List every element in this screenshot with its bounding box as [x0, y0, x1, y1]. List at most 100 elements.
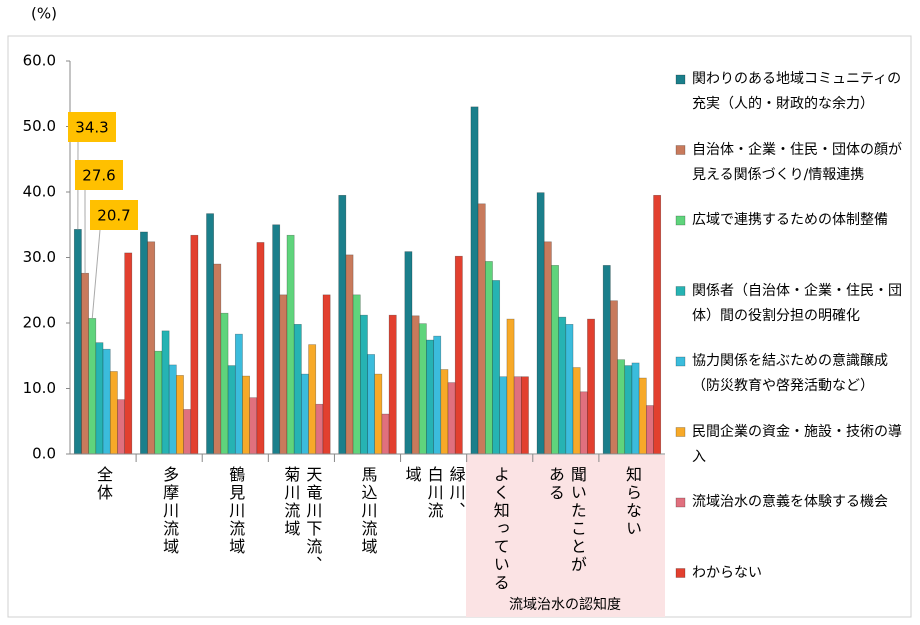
bar: [374, 373, 383, 455]
group-band: [466, 455, 665, 617]
y-tick-label: 40.0: [23, 183, 56, 201]
bar: [234, 333, 243, 455]
callout-box: [68, 112, 116, 142]
bar: [418, 323, 427, 455]
bar: [338, 194, 347, 455]
data-label: 27.6: [82, 167, 115, 185]
bar: [454, 255, 463, 455]
bar: [558, 316, 567, 455]
bar: [447, 382, 456, 455]
legend-label: わからない: [692, 564, 762, 581]
y-tick-label: 60.0: [23, 52, 56, 70]
data-label: 20.7: [97, 207, 130, 225]
bar: [381, 413, 390, 455]
bar: [168, 364, 177, 455]
bar: [388, 314, 397, 455]
bar: [492, 280, 501, 455]
bar: [521, 376, 529, 455]
legend-swatch: [675, 215, 686, 226]
bar: [308, 344, 317, 455]
legend-swatch: [675, 427, 686, 437]
bar: [176, 375, 184, 455]
y-tick-label: 0.0: [32, 445, 56, 463]
bar: [411, 315, 420, 455]
bar: [499, 376, 508, 455]
legend-swatch: [675, 568, 686, 578]
bar: [617, 359, 626, 455]
bar: [367, 354, 375, 455]
y-tick-label: 10.0: [23, 379, 56, 397]
bar: [124, 252, 133, 455]
x-tick-label: 馬込川流域: [358, 466, 378, 556]
legend-swatch: [675, 74, 686, 85]
bar: [88, 318, 97, 455]
legend-label: 協力関係を結ぶための意識醸成（防災教育や啓発活動など）: [692, 353, 888, 394]
bar: [565, 324, 574, 455]
x-tick-label: 天竜川下流、菊川流域: [281, 466, 323, 574]
bar: [117, 399, 125, 455]
bar: [404, 251, 413, 455]
bar: [631, 362, 640, 455]
x-tick-label: 全体: [94, 466, 114, 502]
legend-swatch: [675, 145, 686, 155]
bar: [551, 265, 559, 455]
legend-label: 流域治水の意義を体験する機会: [692, 494, 888, 510]
bar: [249, 397, 258, 455]
x-tick-label: 知らない: [622, 466, 642, 538]
x-tick-label: よく知っている: [490, 466, 510, 592]
y-axis-unit: (%): [31, 5, 57, 23]
bar: [345, 254, 354, 455]
bar: [147, 241, 156, 455]
bar: [190, 234, 199, 455]
bar: [653, 194, 662, 455]
bar: [301, 373, 309, 455]
bar: [279, 294, 288, 455]
bar: [315, 403, 324, 455]
y-tick-label: 50.0: [23, 117, 56, 135]
bar: [242, 375, 250, 455]
bar: [572, 367, 581, 455]
bar: [227, 365, 236, 455]
bar: [293, 324, 302, 455]
bar: [352, 294, 361, 455]
callout-leader: [91, 229, 101, 319]
data-label: 34.3: [75, 119, 108, 137]
bar: [95, 342, 104, 455]
bar: [610, 300, 618, 455]
y-tick-label: 20.0: [23, 314, 56, 332]
legend-swatch: [675, 497, 686, 508]
bar: [213, 263, 222, 455]
bar: [102, 348, 111, 455]
x-tick-label: 多摩川流域: [160, 466, 180, 556]
x-tick-label: 鶴見川流域: [226, 466, 246, 556]
bar: [272, 224, 281, 455]
bar: [206, 213, 214, 455]
callout-box: [90, 200, 138, 230]
legend-label: 自治体・企業・住民・団体の顔が見える関係づくり/情報連携: [692, 141, 902, 183]
bar: [81, 272, 89, 455]
x-tick-label: 聞いたことがある: [545, 466, 587, 574]
bar: [433, 335, 442, 455]
legend-label: 関係者（自治体・企業・住民・団体）間の役割分担の明確化: [692, 282, 902, 324]
bar: [154, 350, 163, 455]
bar: [506, 318, 515, 455]
bar: [73, 229, 82, 455]
bar: [183, 409, 192, 455]
bar: [426, 339, 434, 455]
bar: [286, 234, 295, 455]
bar: [440, 369, 449, 455]
bar: [602, 265, 611, 455]
bar: [485, 261, 493, 455]
bar: [140, 231, 148, 455]
chart-frame: [7, 35, 912, 618]
legend-label: 広域で連携するための体制整備: [692, 212, 888, 228]
legend-label: 関わりのある地域コミュニティの充実（人的・財政的な余力）: [692, 71, 902, 112]
bar: [624, 365, 633, 455]
bar: [587, 318, 595, 455]
group-label: 流域治水の認知度: [509, 596, 621, 613]
bar: [477, 203, 486, 455]
bar: [256, 242, 265, 455]
bar: [161, 330, 170, 455]
